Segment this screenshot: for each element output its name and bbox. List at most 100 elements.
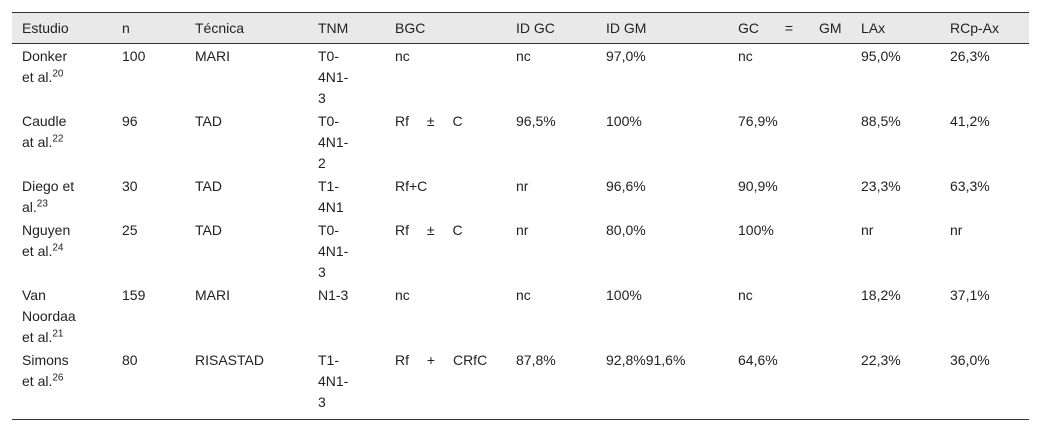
table: Estudio n Técnica TNM BGC ID GC ID GM GC = GM LA…	[12, 12, 1029, 420]
table-cell: nc	[728, 283, 851, 348]
table-cell: nc	[385, 283, 506, 348]
table-cell: Rf ± C	[385, 218, 506, 283]
cell-text: TAD	[195, 113, 222, 129]
header-row: Estudio n Técnica TNM BGC ID GC ID GM GC = GM LA…	[12, 12, 1029, 44]
table-cell: 96,6%	[596, 174, 728, 218]
table-cell: nr	[851, 218, 940, 283]
table-cell: MARI	[185, 283, 308, 348]
cell-text: 36,0%	[950, 352, 990, 368]
cell-text: TAD	[195, 222, 222, 238]
table-cell: 95,0%	[851, 44, 940, 110]
column-header: LAx	[851, 12, 940, 44]
table-cell: N1-3	[308, 283, 385, 348]
cell-text: 97,0%	[606, 48, 646, 64]
cell-text: nc	[738, 287, 753, 303]
table-cell: Simons et al.26	[12, 348, 112, 420]
column-header: n	[112, 12, 185, 44]
table-cell: nc	[728, 44, 851, 110]
study-name: Simons et al.26	[22, 350, 80, 392]
study-text: Van Noordaa et al.	[22, 287, 76, 345]
cell-text: nc	[395, 287, 410, 303]
cell-text: TAD	[195, 178, 222, 194]
cell-text: 96,6%	[606, 178, 646, 194]
table-cell: Rf + CRfC	[385, 348, 506, 420]
table-container: Estudio n Técnica TNM BGC ID GC ID GM GC = GM LA…	[12, 12, 1029, 420]
cell-text: T1-4N1	[318, 178, 344, 215]
cell-text: 64,6%	[738, 352, 778, 368]
cell-text: 18,2%	[861, 287, 901, 303]
cell-text: Rf ± C	[395, 113, 463, 129]
table-body: Donker et al.20 100 MARI T0-4N1-3 nc nc 97,0% n…	[12, 44, 1029, 420]
cell-text: 22,3%	[861, 352, 901, 368]
reference: 23	[36, 198, 48, 210]
table-cell: nr	[940, 218, 1029, 283]
table-cell: Rf+C	[385, 174, 506, 218]
reference: 21	[52, 328, 64, 340]
cell-text: 100%	[606, 113, 642, 129]
table-row: Simons et al.26 80 RISASTAD T1-4N1-3 Rf + CR…	[12, 348, 1029, 420]
column-header: GC = GM	[728, 12, 851, 44]
table-cell: 92,8%91,6%	[596, 348, 728, 420]
table-cell: 80	[112, 348, 185, 420]
table-cell: 80,0%	[596, 218, 728, 283]
table-cell: 100%	[596, 283, 728, 348]
table-cell: Rf ± C	[385, 109, 506, 174]
table-row: Nguyen et al.24 25 TAD T0-4N1-3 Rf ± C nr 80,0…	[12, 218, 1029, 283]
cell-text: nc	[516, 48, 531, 64]
cell-text: 95,0%	[861, 48, 901, 64]
cell-text: 87,8%	[516, 352, 556, 368]
study-text: Nguyen et al.	[22, 222, 71, 259]
study-name: Van Noordaa et al.21	[22, 285, 80, 348]
study-text: Caudle at al.	[22, 113, 67, 150]
table-cell: 100	[112, 44, 185, 110]
cell-text: 92,8%91,6%	[606, 352, 686, 368]
table-cell: T0-4N1-3	[308, 218, 385, 283]
cell-text: 80,0%	[606, 222, 646, 238]
table-cell: nc	[506, 44, 596, 110]
cell-text: MARI	[195, 287, 230, 303]
table-cell: Donker et al.20	[12, 44, 112, 110]
reference: 24	[52, 242, 64, 254]
cell-text: Rf + CRfC	[395, 352, 488, 368]
column-header: Técnica	[185, 12, 308, 44]
column-header: TNM	[308, 12, 385, 44]
table-cell: 26,3%	[940, 44, 1029, 110]
column-header: BGC	[385, 12, 506, 44]
table-cell: TAD	[185, 174, 308, 218]
table-cell: 100%	[728, 218, 851, 283]
table-cell: 159	[112, 283, 185, 348]
cell-text: 80	[122, 352, 138, 368]
cell-text: nr	[950, 222, 963, 238]
table-cell: 96	[112, 109, 185, 174]
table-cell: T0-4N1-3	[308, 44, 385, 110]
table-cell: 30	[112, 174, 185, 218]
table-cell: 25	[112, 218, 185, 283]
cell-text: 88,5%	[861, 113, 901, 129]
study-name: Diego et al.23	[22, 176, 80, 218]
cell-text: 100%	[606, 287, 642, 303]
cell-text: nc	[516, 287, 531, 303]
table-cell: 88,5%	[851, 109, 940, 174]
cell-text: 96	[122, 113, 138, 129]
cell-text: T0-4N1-2	[318, 113, 349, 171]
table-cell: nr	[506, 218, 596, 283]
table-cell: 37,1%	[940, 283, 1029, 348]
cell-text: 63,3%	[950, 178, 990, 194]
table-row: Van Noordaa et al.21 159 MARI N1-3 nc nc 100% n…	[12, 283, 1029, 348]
table-cell: 63,3%	[940, 174, 1029, 218]
cell-text: N1-3	[318, 287, 349, 303]
cell-text: 25	[122, 222, 138, 238]
cell-text: 30	[122, 178, 138, 194]
cell-text: RISASTAD	[195, 352, 264, 368]
cell-text: nc	[395, 48, 410, 64]
study-name: Caudle at al.22	[22, 111, 80, 153]
cell-text: 159	[122, 287, 146, 303]
cell-text: Rf+C	[395, 178, 428, 194]
table-cell: 23,3%	[851, 174, 940, 218]
reference: 20	[52, 68, 64, 80]
table-cell: Nguyen et al.24	[12, 218, 112, 283]
cell-text: nr	[516, 178, 529, 194]
table-cell: Caudle at al.22	[12, 109, 112, 174]
table-cell: Van Noordaa et al.21	[12, 283, 112, 348]
